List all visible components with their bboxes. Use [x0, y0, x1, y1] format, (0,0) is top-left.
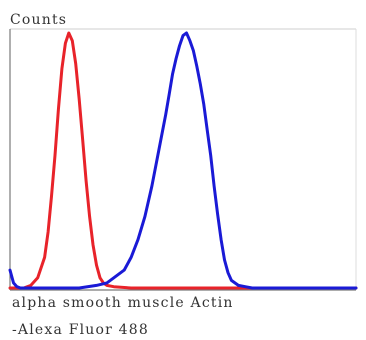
series-layer — [8, 31, 358, 290]
series-line-1 — [8, 31, 358, 290]
series-line-2 — [8, 31, 358, 290]
y-axis-label: Counts — [10, 12, 67, 28]
x-axis-sublabel: -Alexa Fluor 488 — [12, 322, 149, 338]
x-axis-label: alpha smooth muscle Actin — [12, 295, 234, 311]
